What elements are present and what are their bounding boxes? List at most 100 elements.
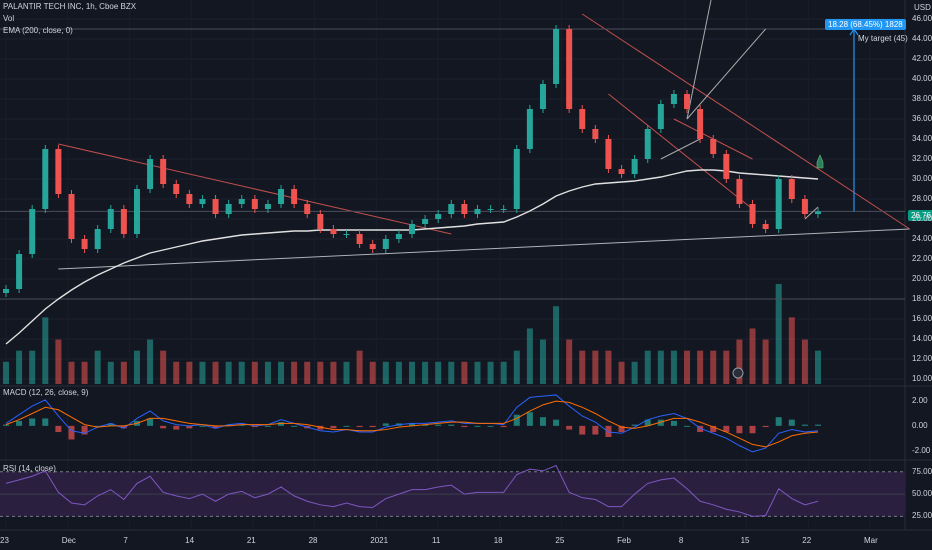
time-tick-label: 2021 <box>370 536 389 545</box>
volume-bar <box>120 361 127 384</box>
price-tick-label: 30.00 <box>912 174 932 183</box>
macd-histogram-bar <box>500 425 507 428</box>
macd-tick-label: -2.00 <box>912 445 931 455</box>
macd-histogram-bar <box>107 423 114 426</box>
candle-body <box>670 94 677 104</box>
volume-bar <box>343 361 350 384</box>
rsi-legend: RSI (14, close) <box>3 464 56 473</box>
candle-body <box>618 169 625 174</box>
candle-body <box>409 224 415 234</box>
price-tick-label: 10.00 <box>912 374 932 383</box>
volume-bar <box>94 350 101 384</box>
volume-bar <box>723 350 730 384</box>
volume-bar <box>304 361 311 384</box>
volume-bar <box>199 361 206 384</box>
candle-body <box>251 199 258 209</box>
macd-histogram-bar <box>736 425 743 434</box>
macd-histogram-bar <box>513 414 520 426</box>
macd-tick-label: 0.00 <box>912 420 928 430</box>
rsi-tick-label: 75.00 <box>912 466 932 476</box>
support-line <box>58 228 910 270</box>
macd-histogram-bar <box>81 425 88 435</box>
volume-bar <box>788 317 795 384</box>
time-tick-label: 28 <box>308 536 318 545</box>
macd-histogram-bar <box>186 425 193 429</box>
time-tick-label: 7 <box>123 536 128 545</box>
candle-body <box>94 229 101 249</box>
macd-histogram-bar <box>670 420 677 426</box>
price-tick-label: 14.00 <box>912 334 932 343</box>
macd-histogram-bar <box>42 418 49 426</box>
price-tick-label: 28.00 <box>912 194 932 203</box>
macd-histogram-bar <box>539 417 546 426</box>
volume-bar <box>225 361 232 384</box>
volume-bar <box>697 350 704 384</box>
macd-histogram-bar <box>592 425 599 435</box>
time-tick-label: 22 <box>802 536 812 545</box>
rsi-tick-label: 50.00 <box>912 489 932 499</box>
symbol-title: PALANTIR TECH INC, 1h, Cboe BZX <box>3 2 137 11</box>
flag-line <box>804 206 819 220</box>
macd-histogram-bar <box>487 425 494 427</box>
trendlines <box>0 0 910 300</box>
time-tick-label: 11 <box>432 536 441 545</box>
candle-body <box>238 199 245 204</box>
macd-histogram-bar <box>422 424 429 426</box>
candle-body <box>317 214 324 229</box>
resistance-line <box>58 143 452 235</box>
volume-bar <box>461 361 468 384</box>
macd-histogram-bar <box>474 425 481 427</box>
volume-bar <box>435 361 442 384</box>
candle-body <box>526 109 533 149</box>
time-tick-label: 18 <box>493 536 503 545</box>
volume-bar <box>513 350 520 384</box>
macd-histogram-bar <box>3 424 9 426</box>
candle-body <box>173 184 180 194</box>
candle-body <box>291 189 298 204</box>
macd-histogram-bar <box>788 419 795 426</box>
candle-body <box>684 94 691 109</box>
macd-histogram-bar <box>526 412 533 426</box>
volume-bars <box>3 284 821 384</box>
volume-bar <box>566 339 573 384</box>
macd-tick-label: 2.00 <box>912 396 928 406</box>
price-tick-label: 38.00 <box>912 94 932 103</box>
candle-body <box>199 199 206 204</box>
candle-body <box>212 199 219 214</box>
volume-bar <box>278 361 285 384</box>
candle-body <box>657 104 664 129</box>
time-tick-label: 23 <box>0 536 9 545</box>
candle-body <box>3 289 9 293</box>
macd-histogram-bar <box>631 424 638 426</box>
candle-body <box>422 219 429 224</box>
volume-bar <box>160 350 167 384</box>
volume-bar <box>133 350 140 384</box>
macd-histogram-bar <box>697 425 704 433</box>
macd-histogram-bar <box>579 425 586 435</box>
candle-body <box>474 209 481 214</box>
candle-body <box>500 209 507 210</box>
volume-bar <box>631 361 638 384</box>
macd-line <box>5 394 819 453</box>
fan-line <box>686 0 712 120</box>
volume-bar <box>173 361 180 384</box>
macd-histogram-bar <box>644 419 651 426</box>
volume-bar <box>422 361 429 384</box>
price-tick-label: 40.00 <box>912 74 932 83</box>
macd-histogram-bar <box>160 425 167 429</box>
price-tick-label: 32.00 <box>912 154 932 163</box>
candle-body <box>749 204 756 224</box>
volume-bar <box>644 350 651 384</box>
macd-histogram-bar <box>356 425 363 428</box>
price-tick-label: 26.00 <box>912 214 932 223</box>
macd-histogram-bar <box>330 425 337 429</box>
volume-bar <box>487 361 494 384</box>
volume-bar <box>107 361 114 384</box>
volume-bar <box>710 350 717 384</box>
macd-histogram-bar <box>55 425 62 433</box>
macd-histogram-bar <box>29 418 36 426</box>
candle-body <box>775 179 782 229</box>
volume-bar <box>147 339 154 384</box>
candle-body <box>605 139 612 169</box>
